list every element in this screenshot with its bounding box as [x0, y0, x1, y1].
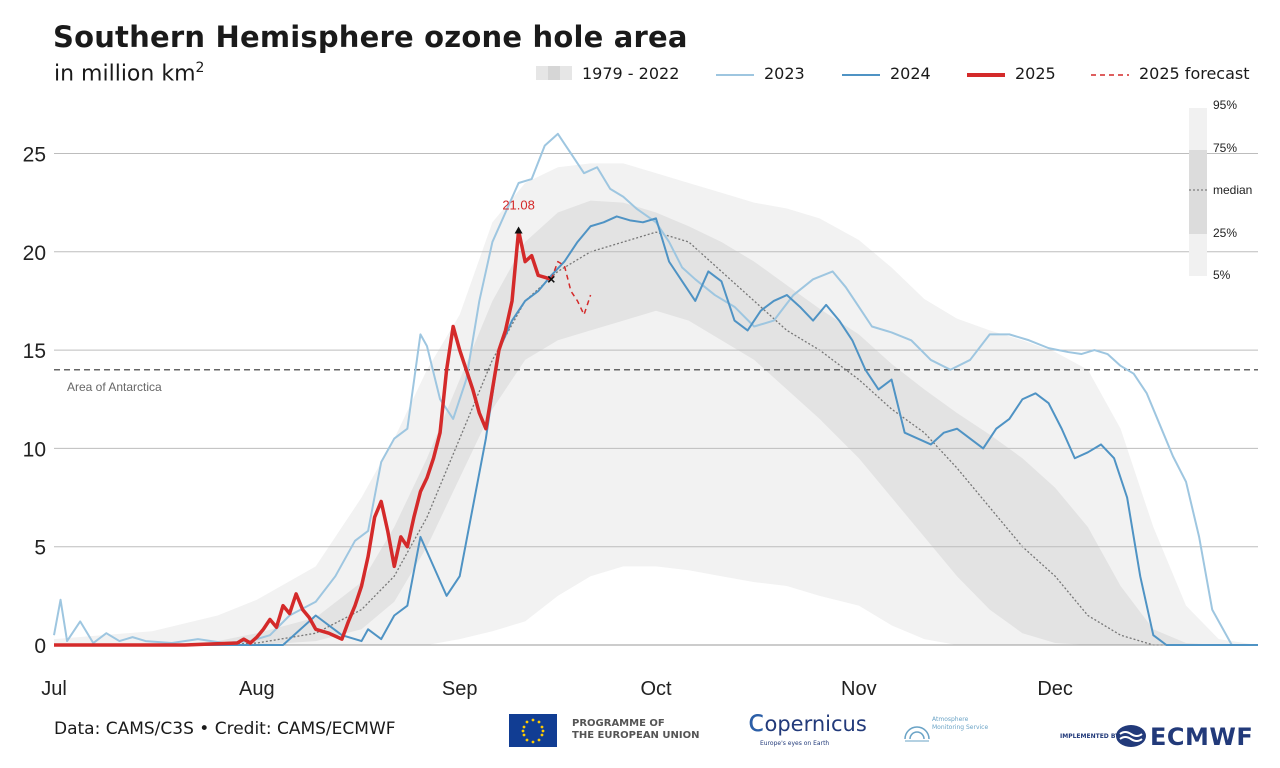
subtitle-text: in million km — [54, 61, 196, 87]
x-tick-label: Oct — [640, 678, 672, 700]
x-tick-label: Jul — [41, 678, 67, 700]
peak-label: 21.08 — [502, 198, 535, 213]
legend-swatch-forecast — [1091, 63, 1129, 87]
percentile-key-label: median — [1213, 183, 1252, 197]
legend-item-climatology: 1979 - 2022 — [536, 62, 679, 87]
eu-programme-text: PROGRAMME OF THE EUROPEAN UNION — [572, 718, 700, 742]
band-25-75 — [54, 200, 1258, 645]
copernicus-wordmark: opernicus — [764, 712, 867, 736]
legend-swatch-climatology — [536, 63, 572, 87]
y-tick-label: 20 — [23, 242, 46, 265]
eu-text-line: PROGRAMME OF — [572, 718, 665, 729]
y-tick-label: 15 — [23, 340, 46, 363]
series-line-2023 — [53, 132, 1258, 646]
legend-item-2024: 2024 — [842, 62, 931, 87]
percentile-key-label: 5% — [1213, 268, 1231, 282]
eu-text-line: THE EUROPEAN UNION — [572, 730, 700, 741]
series-line-2025 — [54, 228, 552, 647]
legend-label-2024: 2024 — [890, 64, 931, 83]
implemented-by-label: IMPLEMENTED BY — [1060, 733, 1120, 740]
series-line-2024 — [54, 215, 1258, 646]
legend-label-climatology: 1979 - 2022 — [582, 64, 680, 83]
legend-swatch-2024 — [842, 63, 880, 87]
legend-label-2023: 2023 — [764, 64, 805, 83]
chart-title: Southern Hemisphere ozone hole area — [53, 20, 688, 54]
x-tick-label: Nov — [841, 678, 877, 700]
median-line — [54, 231, 1258, 646]
percentile-key-label: 75% — [1213, 141, 1237, 155]
legend-label-forecast: 2025 forecast — [1139, 64, 1250, 83]
x-tick-label: Sep — [442, 678, 478, 700]
footer-credit: Data: CAMS/C3S • Credit: CAMS/ECMWF — [54, 719, 396, 739]
x-tick-label: Dec — [1037, 678, 1073, 700]
legend-item-2025: 2025 — [967, 62, 1056, 87]
percentile-key-inner — [1189, 150, 1207, 234]
series-line-2025-forecast — [550, 260, 592, 316]
y-tick-label: 10 — [23, 438, 46, 461]
x-tick-label: Aug — [239, 678, 275, 700]
y-tick-label: 0 — [34, 635, 46, 658]
chart-subtitle: in million km2 — [54, 60, 204, 86]
peak-marker — [514, 226, 523, 234]
legend-label-2025: 2025 — [1015, 64, 1056, 83]
legend-swatch-2023 — [716, 63, 754, 87]
percentile-key-label: 95% — [1213, 98, 1237, 112]
legend-item-2023: 2023 — [716, 62, 805, 87]
atmo-text-line: Atmosphere — [932, 716, 969, 723]
subtitle-superscript: 2 — [195, 60, 205, 76]
atmosphere-service-logo: Atmosphere Monitoring Service — [932, 716, 1002, 732]
percentile-key-label: 25% — [1213, 226, 1237, 240]
y-tick-label: 5 — [34, 537, 46, 560]
ecmwf-icon — [1115, 724, 1147, 752]
ecmwf-logo: ECMWF — [1150, 723, 1254, 751]
y-tick-label: 25 — [23, 143, 46, 166]
copernicus-tagline: Europe's eyes on Earth — [760, 740, 830, 747]
legend-swatch-2025 — [967, 63, 1005, 87]
legend-item-forecast: 2025 forecast — [1091, 62, 1250, 87]
forecast-start-marker — [547, 275, 555, 283]
antarctica-label: Area of Antarctica — [67, 380, 162, 394]
eu-flag-logo — [509, 714, 557, 747]
copernicus-logo: copernicus — [748, 704, 867, 739]
atmo-text-line: Monitoring Service — [932, 724, 989, 731]
atmosphere-service-icon — [902, 715, 932, 749]
